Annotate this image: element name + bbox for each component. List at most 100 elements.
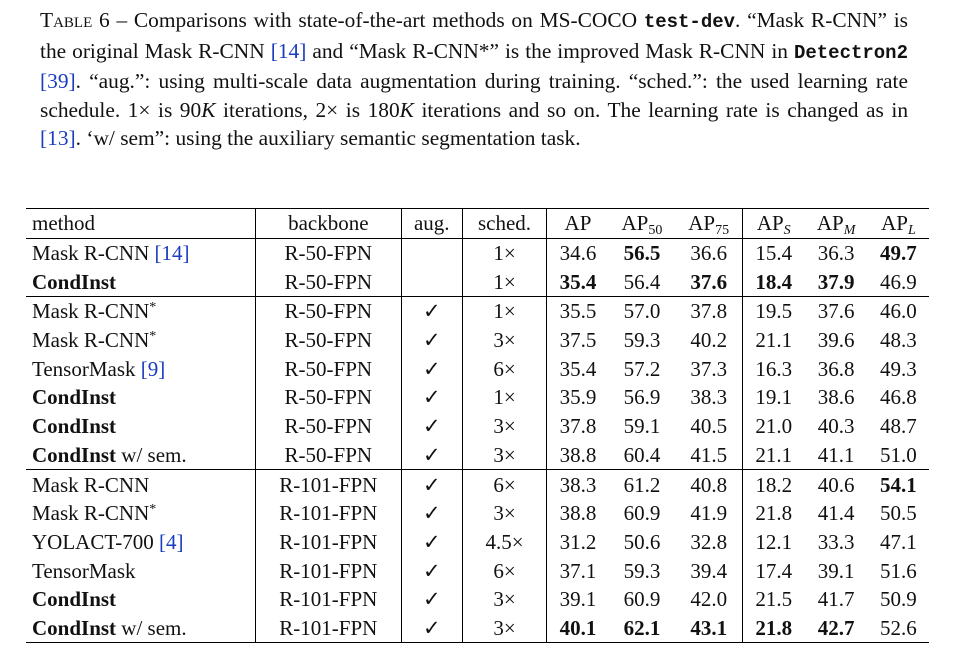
cell-ap75: 43.1 [675,613,744,644]
cell-sched: 3× [462,584,548,614]
cell-ap50: 61.2 [623,472,661,497]
cell-aps: 17.4 [755,558,793,583]
cell-apm: 40.3 [817,414,855,439]
header-apl: APL [867,208,929,239]
cell-aps: 16.3 [755,356,793,381]
cell-apm: 36.3 [817,241,855,266]
dataset-split: test-dev [643,11,736,33]
results-table: method backbone aug. sched. AP AP50 AP75… [26,208,929,644]
citation-link[interactable]: [13] [40,126,76,151]
cell-ap: 37.8 [559,414,597,439]
cell-backbone: R-50-FPN [255,325,402,355]
table-row: Mask R-CNN* R-50-FPN ✓ 3× 37.5 59.3 40.2 21.1 39… [26,325,929,355]
cell-method: CondInst [26,411,256,441]
cell-apm: 37.9 [804,267,868,298]
table-row: CondInst R-50-FPN ✓ 1× 35.9 56.9 38.3 19.1 38.6 4… [26,383,929,412]
cell-sched: 6× [462,354,548,384]
citation-link[interactable]: [14] [154,241,190,266]
cell-backbone: R-50-FPN [255,383,402,412]
cell-backbone: R-50-FPN [255,440,402,471]
cell-aps: 21.5 [755,587,793,612]
cell-method: TensorMask [26,556,256,585]
cell-ap75: 32.8 [675,527,744,557]
cell-ap: 40.1 [546,613,609,644]
cell-ap: 37.1 [559,558,597,583]
cell-ap75: 40.8 [675,469,744,499]
cell-aug: ✓ [401,469,463,499]
cell-apm: 40.6 [817,472,855,497]
table-row: YOLACT-700 [4] R-101-FPN ✓ 4.5× 31.2 50.6 32.8… [26,527,929,557]
header-ap: AP [546,208,609,239]
cell-ap50: 62.1 [608,613,676,644]
cell-method: Mask R-CNN [14] [26,238,256,268]
cell-ap75: 38.3 [675,383,744,412]
cell-aug: ✓ [401,354,463,384]
header-ap50: AP50 [608,208,676,239]
cell-apl: 50.5 [880,501,917,526]
cell-ap50: 56.9 [623,385,661,410]
cell-method: CondInst w/ sem. [26,613,256,644]
cell-sched: 3× [462,498,548,528]
table-row: Mask R-CNN* R-101-FPN ✓ 3× 38.8 60.9 41.9 21.8 4… [26,498,929,528]
cell-method: CondInst [26,584,256,614]
table-row: Mask R-CNN* R-50-FPN ✓ 1× 35.5 57.0 37.8 19.5 37… [26,296,929,326]
cell-ap: 35.9 [559,385,597,410]
cell-method: Mask R-CNN* [26,296,256,326]
cell-backbone: R-101-FPN [255,556,402,585]
cell-backbone: R-50-FPN [255,238,402,268]
citation-link[interactable]: [4] [158,529,184,554]
cell-apl: 54.1 [880,472,917,497]
cell-backbone: R-50-FPN [255,267,402,298]
cell-backbone: R-101-FPN [255,527,402,557]
cell-apl: 49.3 [880,356,917,381]
cell-ap: 38.3 [559,472,597,497]
cell-apl: 48.7 [880,414,917,439]
citation-link[interactable]: [14] [270,38,307,63]
cell-aps: 18.4 [742,267,805,298]
cell-ap: 31.2 [559,529,597,554]
cell-sched: 3× [462,411,548,441]
cell-apl: 49.7 [880,241,917,266]
header-sched: sched. [462,208,548,239]
table-caption: Table 6 – Comparisons with state-of-the-… [40,8,909,151]
cell-apl: 47.1 [880,529,917,554]
cell-apm: 41.4 [817,501,855,526]
cell-aug: ✓ [401,411,463,441]
cell-backbone: R-101-FPN [255,498,402,528]
table-row: Mask R-CNN R-101-FPN ✓ 6× 38.3 61.2 40.8 18.2 40… [26,469,929,499]
cell-ap: 34.6 [559,241,597,266]
cell-ap: 38.8 [546,440,609,471]
citation-link[interactable]: [39] [40,69,76,94]
cell-sched: 3× [462,440,548,471]
cell-apm: 39.1 [817,558,855,583]
cell-ap50: 57.2 [623,356,661,381]
cell-apm: 38.6 [817,385,855,410]
cell-sched: 4.5× [462,527,548,557]
cell-ap50: 56.5 [623,241,661,266]
cell-ap75: 37.8 [675,296,744,326]
cell-method: Mask R-CNN* [26,325,256,355]
cell-ap: 35.4 [559,356,597,381]
cell-ap: 38.8 [559,501,597,526]
cell-ap75: 41.5 [675,440,744,471]
cell-backbone: R-101-FPN [255,469,402,499]
cell-ap50: 59.3 [623,558,661,583]
cell-ap: 39.1 [559,587,597,612]
header-aps: APS [742,208,805,239]
cell-aug: ✓ [401,296,463,326]
table-row: CondInst w/ sem. R-101-FPN ✓ 3× 40.1 62.1 43.1… [26,613,929,644]
cell-apm: 42.7 [804,613,868,644]
table-row: CondInst R-50-FPN 1× 35.4 56.4 37.6 18.4 37.9 46… [26,267,929,298]
cell-apm: 41.1 [804,440,868,471]
cell-aug: ✓ [401,325,463,355]
cell-aps: 21.1 [755,328,793,353]
cell-aps: 15.4 [755,241,793,266]
framework-name: Detectron2 [793,41,908,64]
cell-aug [401,238,463,268]
cell-apm: 37.6 [817,299,855,324]
cell-ap75: 39.4 [675,556,744,585]
cell-ap50: 60.9 [623,587,661,612]
cell-aug: ✓ [401,440,463,471]
citation-link[interactable]: [9] [140,356,166,381]
cell-sched: 1× [462,238,548,268]
